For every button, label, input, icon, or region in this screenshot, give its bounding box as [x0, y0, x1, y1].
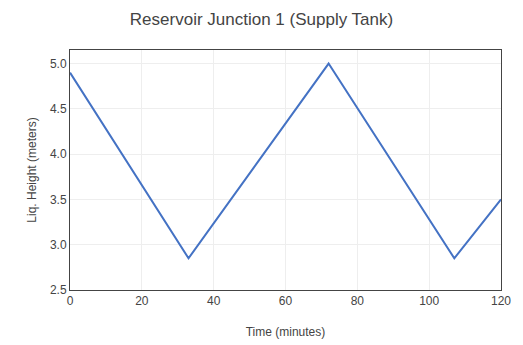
- svg-text:100: 100: [419, 294, 439, 308]
- svg-text:40: 40: [207, 294, 221, 308]
- svg-text:0: 0: [67, 294, 74, 308]
- svg-text:Reservoir Junction 1 (Supply T: Reservoir Junction 1 (Supply Tank): [130, 10, 393, 29]
- svg-text:Time (minutes): Time (minutes): [246, 325, 326, 339]
- svg-text:4.0: 4.0: [50, 147, 67, 161]
- svg-text:20: 20: [135, 294, 149, 308]
- svg-text:80: 80: [351, 294, 365, 308]
- svg-text:4.5: 4.5: [50, 102, 67, 116]
- svg-text:Liq. Height (meters): Liq. Height (meters): [25, 117, 39, 222]
- svg-text:2.5: 2.5: [50, 283, 67, 297]
- svg-text:120: 120: [491, 294, 511, 308]
- svg-text:60: 60: [279, 294, 293, 308]
- svg-text:3.0: 3.0: [50, 238, 67, 252]
- svg-text:5.0: 5.0: [50, 57, 67, 71]
- svg-text:3.5: 3.5: [50, 193, 67, 207]
